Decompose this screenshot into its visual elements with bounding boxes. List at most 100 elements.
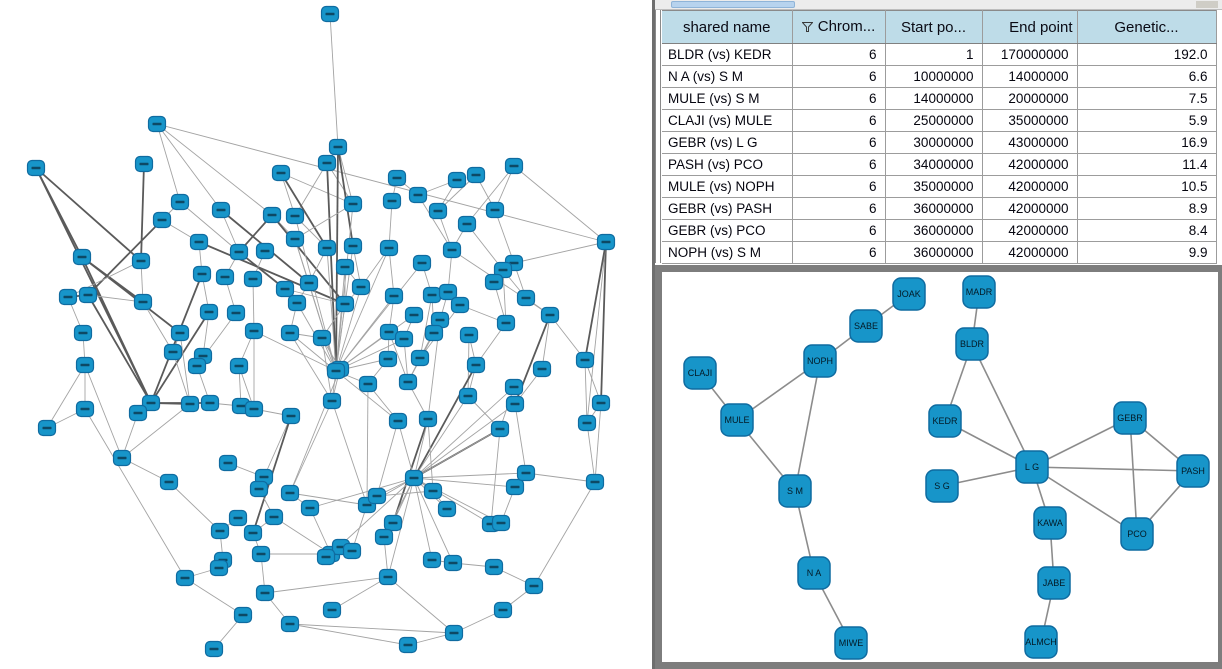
network-node[interactable] bbox=[58, 288, 78, 306]
node-gebr[interactable]: GEBR bbox=[1113, 401, 1147, 435]
network-node[interactable] bbox=[133, 293, 153, 311]
network-node[interactable] bbox=[540, 306, 560, 324]
column-header-chromosome[interactable]: Chrom... bbox=[792, 10, 886, 44]
column-header-shared-name[interactable]: shared name bbox=[662, 10, 793, 44]
node-claji[interactable]: CLAJI bbox=[683, 356, 717, 390]
network-node[interactable] bbox=[422, 286, 442, 304]
network-node[interactable] bbox=[404, 306, 424, 324]
network-node[interactable] bbox=[516, 289, 536, 307]
network-node[interactable] bbox=[374, 528, 394, 546]
table-row[interactable]: CLAJI (vs) MULE 6 25000000 35000000 5.9 bbox=[662, 109, 1217, 132]
network-node[interactable] bbox=[504, 378, 524, 396]
network-node[interactable] bbox=[485, 201, 505, 219]
network-node[interactable] bbox=[163, 343, 183, 361]
network-node[interactable] bbox=[249, 480, 269, 498]
network-node[interactable] bbox=[424, 324, 444, 342]
network-node[interactable] bbox=[175, 569, 195, 587]
network-node[interactable] bbox=[215, 268, 235, 286]
network-node[interactable] bbox=[189, 233, 209, 251]
network-node[interactable] bbox=[379, 239, 399, 257]
network-node[interactable] bbox=[316, 548, 336, 566]
node-sabe[interactable]: SABE bbox=[849, 309, 883, 343]
network-node[interactable] bbox=[398, 373, 418, 391]
network-node[interactable] bbox=[281, 407, 301, 425]
network-node[interactable] bbox=[209, 559, 229, 577]
network-node[interactable] bbox=[457, 215, 477, 233]
network-node[interactable] bbox=[112, 449, 132, 467]
network-node[interactable] bbox=[280, 615, 300, 633]
network-node[interactable] bbox=[322, 392, 342, 410]
network-node[interactable] bbox=[312, 329, 332, 347]
network-node[interactable] bbox=[504, 157, 524, 175]
network-node[interactable] bbox=[170, 324, 190, 342]
node-n-a[interactable]: N A bbox=[797, 556, 831, 590]
network-node[interactable] bbox=[131, 252, 151, 270]
network-node[interactable] bbox=[226, 304, 246, 322]
network-node[interactable] bbox=[218, 454, 238, 472]
network-node[interactable] bbox=[438, 283, 458, 301]
network-node[interactable] bbox=[134, 155, 154, 173]
network-node[interactable] bbox=[75, 400, 95, 418]
network-node[interactable] bbox=[442, 241, 462, 259]
network-node[interactable] bbox=[493, 261, 513, 279]
network-node[interactable] bbox=[524, 577, 544, 595]
network-node[interactable] bbox=[382, 192, 402, 210]
network-node[interactable] bbox=[443, 554, 463, 572]
network-node[interactable] bbox=[410, 349, 430, 367]
network-node[interactable] bbox=[383, 514, 403, 532]
network-node[interactable] bbox=[577, 414, 597, 432]
network-node[interactable] bbox=[343, 195, 363, 213]
network-node[interactable] bbox=[422, 551, 442, 569]
network-overview-canvas[interactable] bbox=[0, 0, 652, 669]
node-l-g[interactable]: L G bbox=[1015, 450, 1049, 484]
node-jabe[interactable]: JABE bbox=[1037, 566, 1071, 600]
network-node[interactable] bbox=[412, 254, 432, 272]
network-node[interactable] bbox=[490, 420, 510, 438]
network-node[interactable] bbox=[285, 230, 305, 248]
network-node[interactable] bbox=[428, 202, 448, 220]
network-node[interactable] bbox=[378, 568, 398, 586]
network-node[interactable] bbox=[378, 350, 398, 368]
network-node[interactable] bbox=[335, 295, 355, 313]
column-header-start-position[interactable]: Start po... bbox=[885, 10, 983, 44]
column-header-genetic[interactable]: Genetic... bbox=[1077, 10, 1217, 44]
node-madr[interactable]: MADR bbox=[962, 275, 996, 309]
network-node[interactable] bbox=[484, 558, 504, 576]
network-node[interactable] bbox=[210, 522, 230, 540]
network-node[interactable] bbox=[404, 469, 424, 487]
network-node[interactable] bbox=[408, 186, 428, 204]
network-node[interactable] bbox=[532, 360, 552, 378]
table-row[interactable]: MULE (vs) S M 6 14000000 20000000 7.5 bbox=[662, 87, 1217, 110]
network-node[interactable] bbox=[493, 601, 513, 619]
network-node[interactable] bbox=[200, 394, 220, 412]
network-node[interactable] bbox=[466, 166, 486, 184]
network-node[interactable] bbox=[280, 484, 300, 502]
network-node[interactable] bbox=[262, 206, 282, 224]
network-node[interactable] bbox=[187, 357, 207, 375]
node-joak[interactable]: JOAK bbox=[892, 277, 926, 311]
network-node[interactable] bbox=[328, 138, 348, 156]
network-node[interactable] bbox=[591, 394, 611, 412]
network-node[interactable] bbox=[264, 508, 284, 526]
table-row[interactable]: PASH (vs) PCO 6 34000000 42000000 11.4 bbox=[662, 153, 1217, 176]
network-node[interactable] bbox=[491, 514, 511, 532]
network-node[interactable] bbox=[335, 258, 355, 276]
network-node[interactable] bbox=[170, 193, 190, 211]
table-row[interactable]: GEBR (vs) L G 6 30000000 43000000 16.9 bbox=[662, 131, 1217, 154]
network-node[interactable] bbox=[299, 274, 319, 292]
network-node[interactable] bbox=[505, 395, 525, 413]
network-node[interactable] bbox=[275, 280, 295, 298]
network-node[interactable] bbox=[37, 419, 57, 437]
network-node[interactable] bbox=[72, 248, 92, 266]
network-node[interactable] bbox=[437, 500, 457, 518]
network-node[interactable] bbox=[596, 233, 616, 251]
network-node[interactable] bbox=[351, 278, 371, 296]
network-node[interactable] bbox=[271, 164, 291, 182]
network-node[interactable] bbox=[255, 242, 275, 260]
network-node[interactable] bbox=[398, 636, 418, 654]
table-row[interactable]: NOPH (vs) S M 6 36000000 42000000 9.9 bbox=[662, 241, 1217, 264]
horizontal-scrollbar[interactable] bbox=[655, 0, 1222, 10]
network-node[interactable] bbox=[484, 273, 504, 291]
node-pash[interactable]: PASH bbox=[1176, 454, 1210, 488]
subnetwork-canvas[interactable]: JOAK SABE NOPH CLAJI MULE S M N A MIWE MADR BLDR K… bbox=[662, 272, 1218, 662]
